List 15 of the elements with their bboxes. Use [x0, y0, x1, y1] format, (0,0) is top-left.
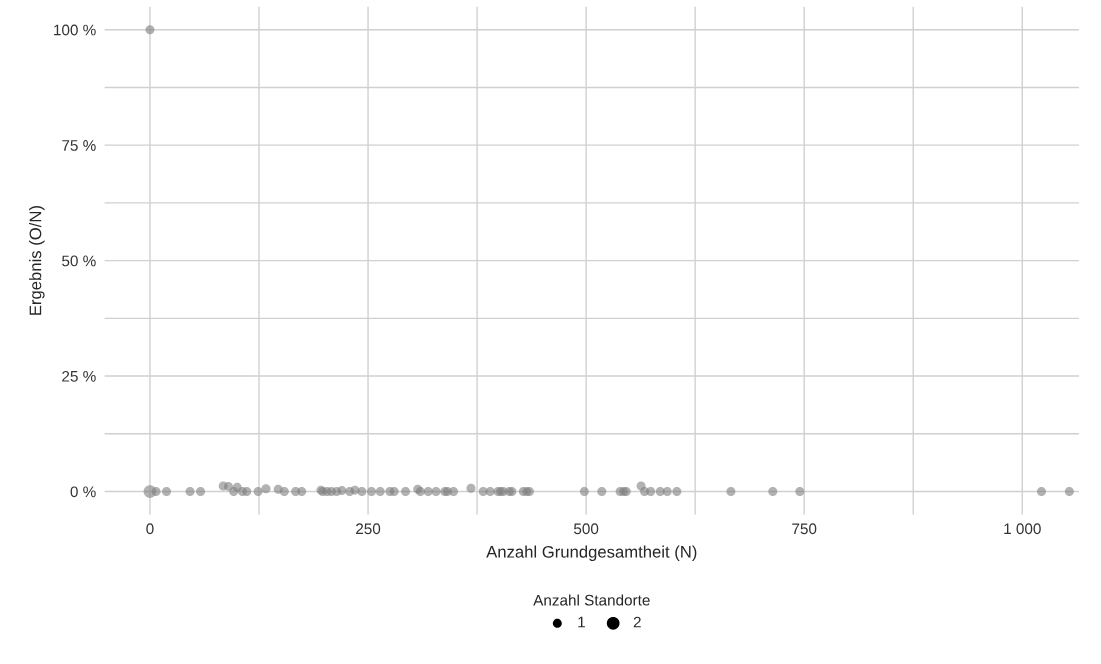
x-tick-label: 500	[573, 523, 599, 535]
x-tick-label: 250	[356, 523, 381, 535]
legend-title: Anzahl Standorte	[533, 594, 650, 606]
legend-label: 2	[633, 616, 641, 628]
y-axis-title: Ergebnis (O/N)	[29, 206, 45, 315]
legend-label: 1	[578, 616, 585, 628]
x-tick-label: 1 000	[1004, 523, 1041, 535]
x-tick-label: 0	[146, 523, 154, 535]
x-tick-label: 750	[792, 523, 817, 535]
y-tick-label: 75 %	[62, 140, 96, 151]
x-axis-title: Anzahl Grundgesamtheit (N)	[486, 545, 697, 562]
y-tick-label: 100 %	[54, 24, 96, 36]
y-tick-label: 0 %	[70, 486, 96, 498]
y-tick-label: 50 %	[62, 255, 96, 267]
y-tick-label: 25 %	[62, 370, 96, 382]
